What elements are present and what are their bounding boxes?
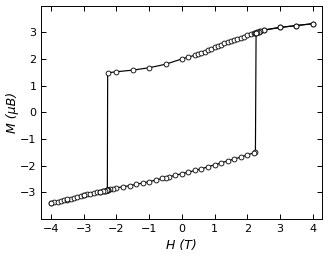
X-axis label: H (T): H (T) bbox=[167, 239, 197, 252]
Y-axis label: M (μB): M (μB) bbox=[6, 92, 19, 133]
